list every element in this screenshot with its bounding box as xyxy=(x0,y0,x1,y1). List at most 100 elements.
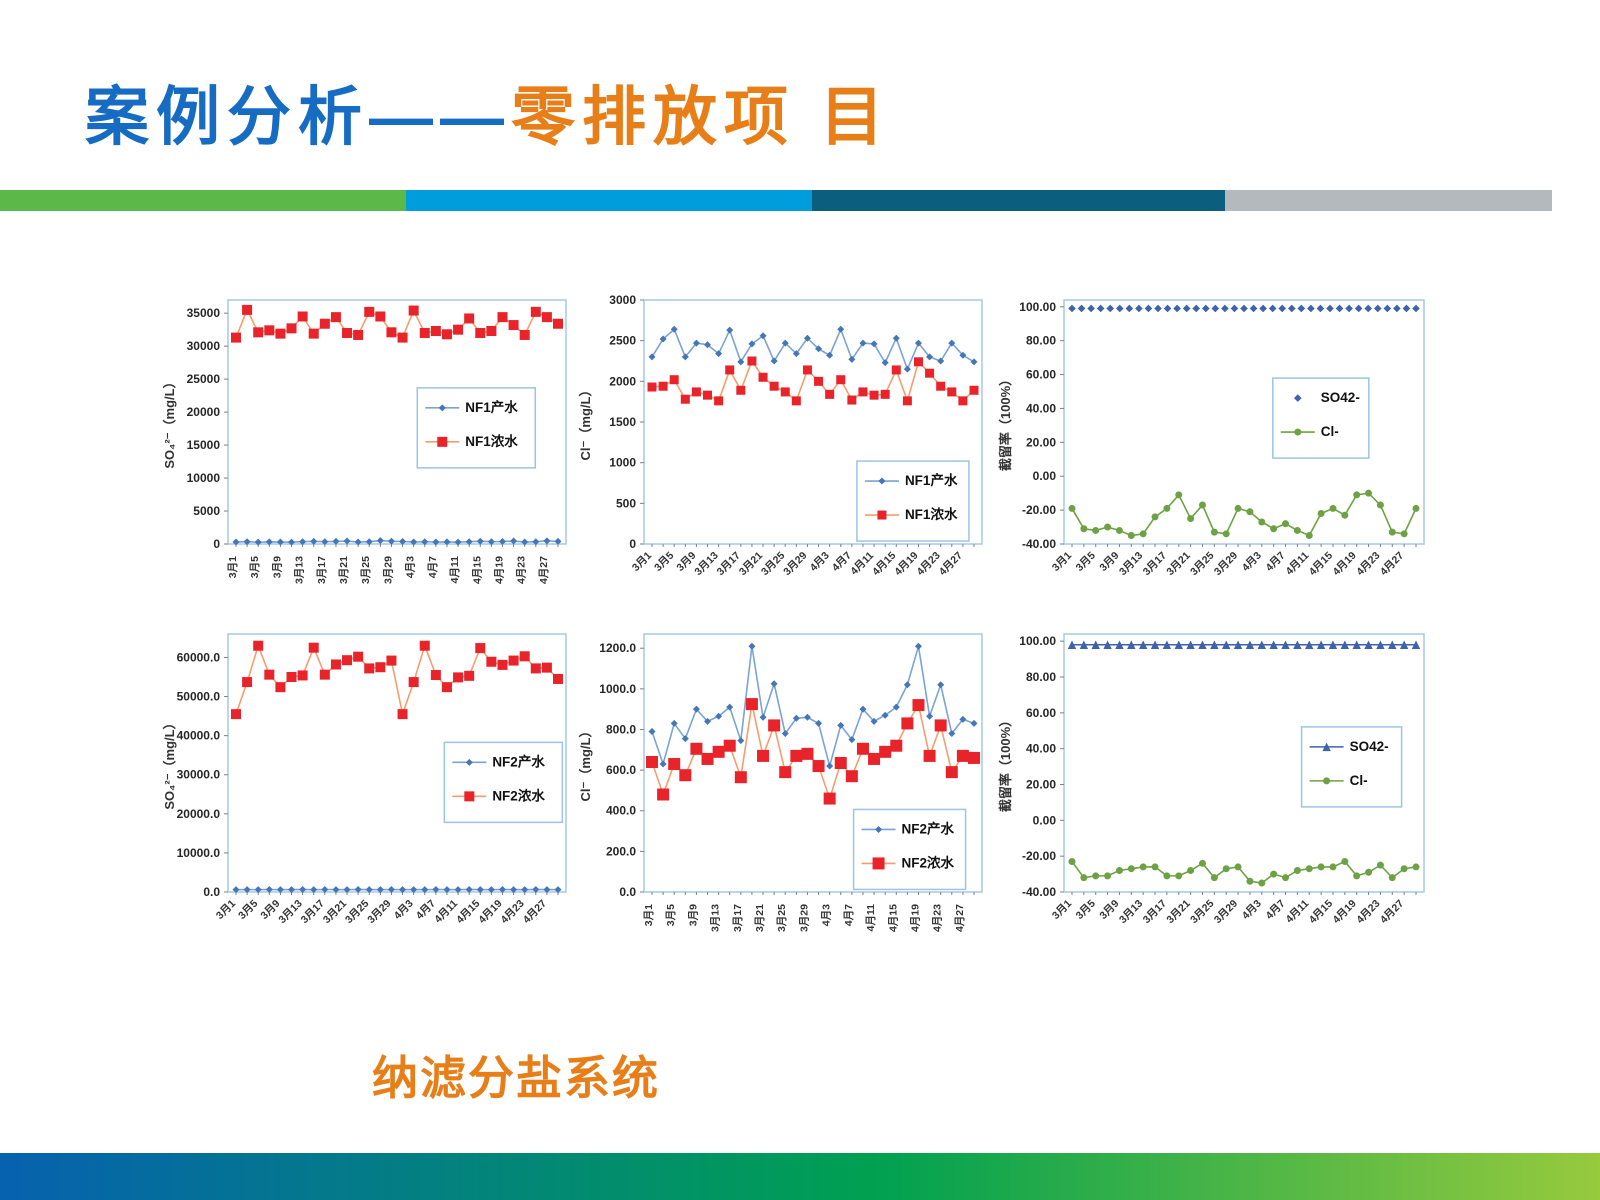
svg-text:4月19: 4月19 xyxy=(909,904,921,932)
svg-text:-20.00: -20.00 xyxy=(1022,849,1056,863)
svg-text:3月25: 3月25 xyxy=(759,550,787,578)
svg-text:4月3: 4月3 xyxy=(1240,550,1264,574)
svg-text:4月11: 4月11 xyxy=(1283,898,1311,926)
svg-text:3月21: 3月21 xyxy=(321,898,349,926)
chart-nf1-retention: -40.00 -20.00 0.00 20.00 40.00 60.00 80.00 100.… xyxy=(986,286,1438,620)
svg-text:3月13: 3月13 xyxy=(1117,550,1145,578)
svg-text:NF1产水: NF1产水 xyxy=(905,472,958,488)
svg-text:3月1: 3月1 xyxy=(630,550,654,574)
svg-text:60.00: 60.00 xyxy=(1026,368,1056,382)
accent-bar xyxy=(0,190,1600,211)
svg-text:截留率（100%）: 截留率（100%） xyxy=(998,373,1013,471)
title-text-orange: 零排放项 目 xyxy=(511,81,891,153)
svg-text:600.0: 600.0 xyxy=(606,763,636,777)
svg-text:15000: 15000 xyxy=(187,438,221,452)
svg-text:4月19: 4月19 xyxy=(1331,550,1359,578)
svg-text:3月25: 3月25 xyxy=(360,556,372,584)
svg-text:Cl⁻（mg/L）: Cl⁻（mg/L） xyxy=(578,725,593,802)
svg-text:4月3: 4月3 xyxy=(405,556,417,578)
svg-text:3月5: 3月5 xyxy=(249,556,261,578)
chart-nf1-so4: 0 5000 10000 15000 20000 25000 30000 35000 3月1 3月… xyxy=(150,286,580,620)
svg-text:4月27: 4月27 xyxy=(954,904,966,932)
svg-text:3月29: 3月29 xyxy=(1212,550,1240,578)
svg-text:4月27: 4月27 xyxy=(1378,898,1406,926)
svg-text:3月29: 3月29 xyxy=(365,898,393,926)
svg-text:-40.00: -40.00 xyxy=(1022,885,1056,899)
svg-text:3月1: 3月1 xyxy=(643,904,655,926)
svg-text:NF2浓水: NF2浓水 xyxy=(902,854,955,870)
svg-text:NF1浓水: NF1浓水 xyxy=(905,506,958,522)
svg-text:3月25: 3月25 xyxy=(1188,898,1216,926)
svg-text:35000: 35000 xyxy=(187,306,221,320)
svg-text:4月23: 4月23 xyxy=(915,550,943,578)
svg-text:100.00: 100.00 xyxy=(1019,634,1056,648)
svg-text:-20.00: -20.00 xyxy=(1022,503,1056,517)
svg-text:3月21: 3月21 xyxy=(338,556,350,584)
svg-text:4月23: 4月23 xyxy=(1354,898,1382,926)
svg-text:4月19: 4月19 xyxy=(493,556,505,584)
svg-text:Cl-: Cl- xyxy=(1321,424,1339,439)
svg-text:100.00: 100.00 xyxy=(1019,300,1056,314)
svg-text:NF1浓水: NF1浓水 xyxy=(465,433,518,449)
chart-svg-nf1-retention: -40.00 -20.00 0.00 20.00 40.00 60.00 80.00 100.… xyxy=(998,299,1425,578)
svg-text:50000.0: 50000.0 xyxy=(177,690,221,704)
svg-text:4月15: 4月15 xyxy=(1307,550,1335,578)
svg-text:40.00: 40.00 xyxy=(1026,401,1056,415)
svg-text:3月25: 3月25 xyxy=(1188,550,1216,578)
svg-text:4月19: 4月19 xyxy=(1331,898,1359,926)
svg-text:Cl-: Cl- xyxy=(1350,773,1368,788)
svg-text:30000.0: 30000.0 xyxy=(177,768,221,782)
svg-text:4月11: 4月11 xyxy=(1283,550,1311,578)
chart-svg-nf2-so4: 0.0 10000.0 20000.0 30000.0 40000.0 50000.0 60… xyxy=(162,633,567,926)
svg-text:0.0: 0.0 xyxy=(203,885,220,899)
svg-text:5000: 5000 xyxy=(193,504,220,518)
svg-text:3月21: 3月21 xyxy=(754,904,766,932)
svg-text:Cl⁻（mg/L）: Cl⁻（mg/L） xyxy=(578,384,593,461)
svg-text:SO42-: SO42- xyxy=(1321,390,1360,405)
chart-nf2-cl: 0.0 200.0 400.0 600.0 800.0 1000.0 1200.0 3月1 3月… xyxy=(566,620,996,968)
svg-text:4月15: 4月15 xyxy=(870,550,898,578)
svg-text:4月19: 4月19 xyxy=(892,550,920,578)
caption: 纳滤分盐系统 xyxy=(372,1052,660,1104)
svg-text:3000: 3000 xyxy=(609,293,636,307)
svg-text:4月7: 4月7 xyxy=(843,904,855,926)
svg-text:3月29: 3月29 xyxy=(781,550,809,578)
chart-nf2-so4: 0.0 10000.0 20000.0 30000.0 40000.0 50000.0 60… xyxy=(150,620,580,968)
svg-text:4月23: 4月23 xyxy=(932,904,944,932)
svg-text:3月29: 3月29 xyxy=(382,556,394,584)
svg-text:4月23: 4月23 xyxy=(1354,550,1382,578)
accent-bar-segment-blue xyxy=(406,190,812,211)
svg-text:400.0: 400.0 xyxy=(606,804,636,818)
title-text-blue: 案例分析 xyxy=(85,81,369,153)
svg-text:NF2产水: NF2产水 xyxy=(492,753,545,769)
svg-text:截留率（100%）: 截留率（100%） xyxy=(998,714,1013,812)
svg-text:4月11: 4月11 xyxy=(848,550,876,578)
svg-text:4月3: 4月3 xyxy=(808,550,832,574)
svg-text:20000.0: 20000.0 xyxy=(177,807,221,821)
accent-bar-segment-green xyxy=(0,190,406,211)
svg-text:0.0: 0.0 xyxy=(619,885,636,899)
svg-text:80.00: 80.00 xyxy=(1026,670,1056,684)
bottom-gradient-bar xyxy=(0,1153,1600,1200)
svg-text:3月17: 3月17 xyxy=(316,556,328,584)
svg-text:4月3: 4月3 xyxy=(392,898,416,922)
svg-text:4月15: 4月15 xyxy=(887,904,899,932)
svg-text:3月5: 3月5 xyxy=(236,898,260,922)
svg-text:3月9: 3月9 xyxy=(271,556,283,578)
title-dash: —— xyxy=(369,81,511,153)
svg-text:4月27: 4月27 xyxy=(538,556,550,584)
svg-text:4月3: 4月3 xyxy=(1240,898,1264,922)
svg-text:0: 0 xyxy=(629,537,636,551)
chart-svg-nf1-cl: 0500100015002000250030003月13月53月93月133月1… xyxy=(578,293,983,578)
svg-text:NF1产水: NF1产水 xyxy=(465,399,518,415)
svg-text:3月29: 3月29 xyxy=(798,904,810,932)
svg-text:20.00: 20.00 xyxy=(1026,435,1056,449)
svg-text:3月9: 3月9 xyxy=(687,904,699,926)
svg-text:3月1: 3月1 xyxy=(1050,550,1074,574)
svg-text:1000: 1000 xyxy=(609,456,636,470)
svg-text:3月17: 3月17 xyxy=(299,898,327,926)
svg-text:4月27: 4月27 xyxy=(937,550,965,578)
svg-text:4月19: 4月19 xyxy=(476,898,504,926)
svg-text:3月1: 3月1 xyxy=(227,556,239,578)
svg-text:3月5: 3月5 xyxy=(665,904,677,926)
